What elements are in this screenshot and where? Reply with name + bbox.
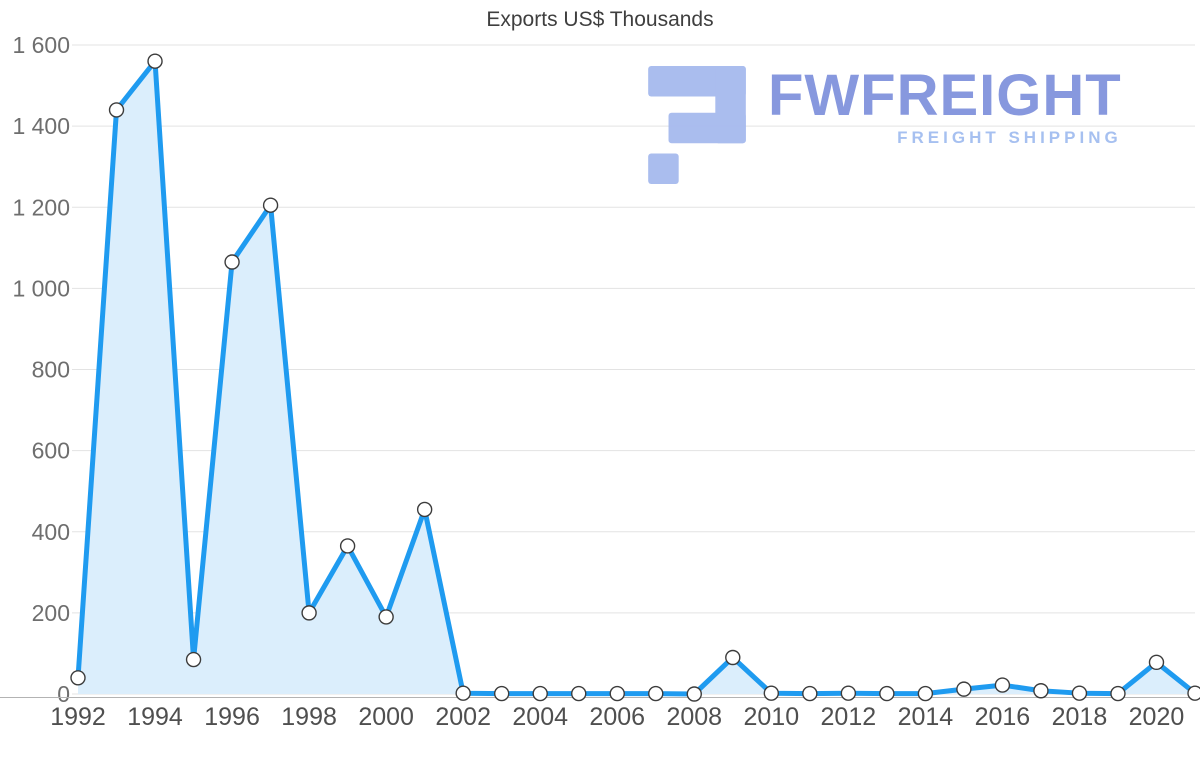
ytick-label: 1 000 (12, 275, 70, 301)
ytick-label: 1 200 (12, 194, 70, 220)
xtick-label: 2000 (358, 703, 414, 731)
data-point-marker (378, 609, 394, 625)
data-point-marker (1187, 685, 1200, 701)
xtick-label: 2002 (435, 703, 491, 731)
ytick-label: 1 600 (12, 32, 70, 58)
xtick-label: 2016 (975, 703, 1031, 731)
data-point-marker (262, 197, 279, 213)
fwfreight-logo-icon (648, 66, 746, 184)
data-point-marker (917, 685, 934, 702)
xtick-label: 2020 (1129, 703, 1185, 731)
data-point-marker (1110, 685, 1126, 702)
xtick-label: 2014 (898, 703, 954, 731)
data-point-marker (802, 685, 818, 702)
logo-tagline: FREIGHT SHIPPING (897, 128, 1122, 148)
data-point-marker (1148, 654, 1165, 671)
xtick-label: 1992 (50, 703, 106, 731)
xtick-label: 2012 (821, 703, 877, 731)
data-point-marker (994, 677, 1011, 693)
logo-name: FWFREIGHT (768, 63, 1122, 128)
data-point-marker (70, 670, 86, 686)
ytick-label: 200 (32, 600, 70, 626)
ytick-label: 800 (32, 357, 70, 383)
xtick-label: 2004 (512, 703, 568, 731)
xtick-label: 1994 (127, 703, 183, 731)
xtick-label: 2010 (743, 703, 799, 731)
ytick-label: 0 (57, 681, 70, 707)
data-point-marker (185, 651, 202, 668)
data-point-marker (763, 685, 780, 701)
xtick-label: 2006 (589, 703, 645, 731)
xtick-label: 2018 (1052, 703, 1108, 731)
data-point-marker (648, 685, 664, 702)
ytick-label: 1 400 (12, 113, 70, 139)
xtick-label: 2008 (666, 703, 722, 731)
ytick-label: 600 (32, 438, 70, 464)
data-point-marker (956, 681, 972, 697)
xtick-label: 1998 (281, 703, 337, 731)
data-point-marker (455, 685, 471, 701)
data-point-marker (686, 686, 702, 702)
ytick-label: 400 (32, 519, 70, 545)
data-point-marker (571, 685, 587, 702)
data-point-marker (609, 685, 625, 702)
data-point-marker (879, 685, 895, 702)
data-point-marker (840, 685, 857, 701)
data-point-marker (493, 685, 510, 702)
data-point-marker (1033, 683, 1049, 699)
data-point-marker (301, 605, 317, 621)
data-point-marker (725, 649, 741, 666)
chart-title: Exports US$ Thousands (486, 8, 714, 31)
data-point-marker (1071, 685, 1088, 701)
data-point-marker (147, 53, 163, 69)
data-point-marker (339, 538, 356, 554)
data-point-marker (224, 254, 240, 270)
data-point-marker (108, 102, 125, 118)
logo-text-block: FWFREIGHT FREIGHT SHIPPING (768, 66, 1122, 148)
data-point-marker (532, 685, 548, 702)
xtick-label: 1996 (204, 703, 260, 731)
fwfreight-logo: FWFREIGHT FREIGHT SHIPPING (648, 66, 1122, 184)
data-point-marker (416, 501, 433, 518)
